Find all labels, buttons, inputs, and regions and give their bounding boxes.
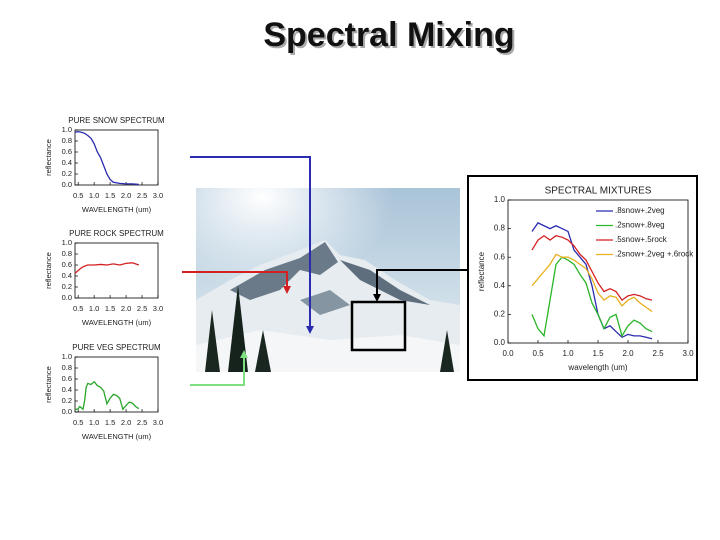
chart: PURE SNOW SPECTRUM reflectance WAVELENGTH … xyxy=(44,116,165,214)
x-tick-label: 1.5 xyxy=(105,304,115,313)
x-tick-label: 3.0 xyxy=(153,191,163,200)
x-tick-label: 1.0 xyxy=(562,349,574,358)
y-tick-label: 1.0 xyxy=(62,352,72,361)
y-tick-label: 0.0 xyxy=(62,293,72,302)
y-tick-label: 0.8 xyxy=(62,363,72,372)
charts: PURE SNOW SPECTRUM reflectance WAVELENGTH … xyxy=(44,116,694,441)
plot-frame xyxy=(74,242,159,299)
series-line xyxy=(74,130,139,186)
y-tick-label: 0.8 xyxy=(494,224,506,233)
x-tick-label: 0.5 xyxy=(532,349,544,358)
y-tick-label: 0.0 xyxy=(62,180,72,189)
title-shadow: Spectral Mixing xyxy=(265,18,516,56)
chart-title: SPECTRAL MIXTURES xyxy=(545,186,652,197)
plot-frame xyxy=(74,356,159,413)
y-axis-label: reflectance xyxy=(44,252,53,289)
x-tick-label: 1.5 xyxy=(105,191,115,200)
x-tick-label: 1.0 xyxy=(89,304,99,313)
y-tick-label: 0.2 xyxy=(62,282,72,291)
x-tick-label: 0.5 xyxy=(73,304,83,313)
y-axis-label: reflectance xyxy=(477,251,486,291)
legend-label: .2snow+.2veg +.6rock xyxy=(615,250,694,259)
y-tick-label: 0.8 xyxy=(62,136,72,145)
chart-title: PURE SNOW SPECTRUM xyxy=(68,116,165,125)
x-tick-label: 1.0 xyxy=(89,418,99,427)
chart-title: PURE ROCK SPECTRUM xyxy=(69,229,164,238)
legend-label: .8snow+.2veg xyxy=(615,206,665,215)
plot-frame xyxy=(74,129,159,186)
x-tick-label: 2.0 xyxy=(622,349,634,358)
legend-label: .5snow+.5rock xyxy=(615,235,668,244)
x-axis-label: wavelength (um) xyxy=(567,363,627,372)
x-tick-label: 3.0 xyxy=(153,304,163,313)
x-axis-label: WAVELENGTH (um) xyxy=(82,205,152,214)
series-line xyxy=(531,256,653,338)
series-line xyxy=(531,253,653,313)
series-line xyxy=(74,380,140,411)
x-tick-label: 2.5 xyxy=(137,191,147,200)
x-tick-label: 3.0 xyxy=(682,349,694,358)
x-tick-label: 2.5 xyxy=(652,349,664,358)
y-axis-label: reflectance xyxy=(44,366,53,403)
y-tick-label: 0.4 xyxy=(62,158,72,167)
x-tick-label: 0.5 xyxy=(73,191,83,200)
x-axis-label: WAVELENGTH (um) xyxy=(82,318,152,327)
slide-title: Spectral Mixing xyxy=(263,16,514,54)
series-line xyxy=(74,262,140,274)
y-tick-label: 0.4 xyxy=(494,281,506,290)
y-tick-label: 0.6 xyxy=(62,147,72,156)
x-axis-label: WAVELENGTH (um) xyxy=(82,432,152,441)
x-tick-label: 2.0 xyxy=(121,304,131,313)
y-tick-label: 1.0 xyxy=(494,195,506,204)
y-tick-label: 0.4 xyxy=(62,271,72,280)
x-tick-label: 0.0 xyxy=(502,349,514,358)
y-tick-label: 0.2 xyxy=(494,310,506,319)
legend-label: .2snow+.8veg xyxy=(615,221,665,230)
y-tick-label: 0.2 xyxy=(62,396,72,405)
y-tick-label: 0.2 xyxy=(62,169,72,178)
x-tick-label: 2.5 xyxy=(137,304,147,313)
x-tick-label: 2.0 xyxy=(121,191,131,200)
y-tick-label: 0.8 xyxy=(62,249,72,258)
y-tick-label: 0.0 xyxy=(62,407,72,416)
x-tick-label: 2.0 xyxy=(121,418,131,427)
x-tick-label: 1.0 xyxy=(89,191,99,200)
y-tick-label: 1.0 xyxy=(62,238,72,247)
y-tick-label: 0.4 xyxy=(62,385,72,394)
x-tick-label: 3.0 xyxy=(153,418,163,427)
y-tick-label: 1.0 xyxy=(62,125,72,134)
series-line xyxy=(531,222,653,340)
chart-title: PURE VEG SPECTRUM xyxy=(72,343,161,352)
y-tick-label: 0.6 xyxy=(494,252,506,261)
chart: SPECTRAL MIXTURES reflectance wavelength (… xyxy=(477,186,694,372)
y-tick-label: 0.6 xyxy=(62,260,72,269)
x-tick-label: 0.5 xyxy=(73,418,83,427)
x-tick-label: 2.5 xyxy=(137,418,147,427)
y-tick-label: 0.6 xyxy=(62,374,72,383)
y-tick-label: 0.0 xyxy=(494,338,506,347)
chart: PURE ROCK SPECTRUM reflectance WAVELENGTH … xyxy=(44,229,164,327)
x-tick-label: 1.5 xyxy=(105,418,115,427)
photo xyxy=(196,188,460,372)
x-tick-label: 1.5 xyxy=(592,349,604,358)
y-axis-label: reflectance xyxy=(44,139,53,176)
series-line xyxy=(531,234,653,302)
chart: PURE VEG SPECTRUM reflectance WAVELENGTH (… xyxy=(44,343,163,441)
